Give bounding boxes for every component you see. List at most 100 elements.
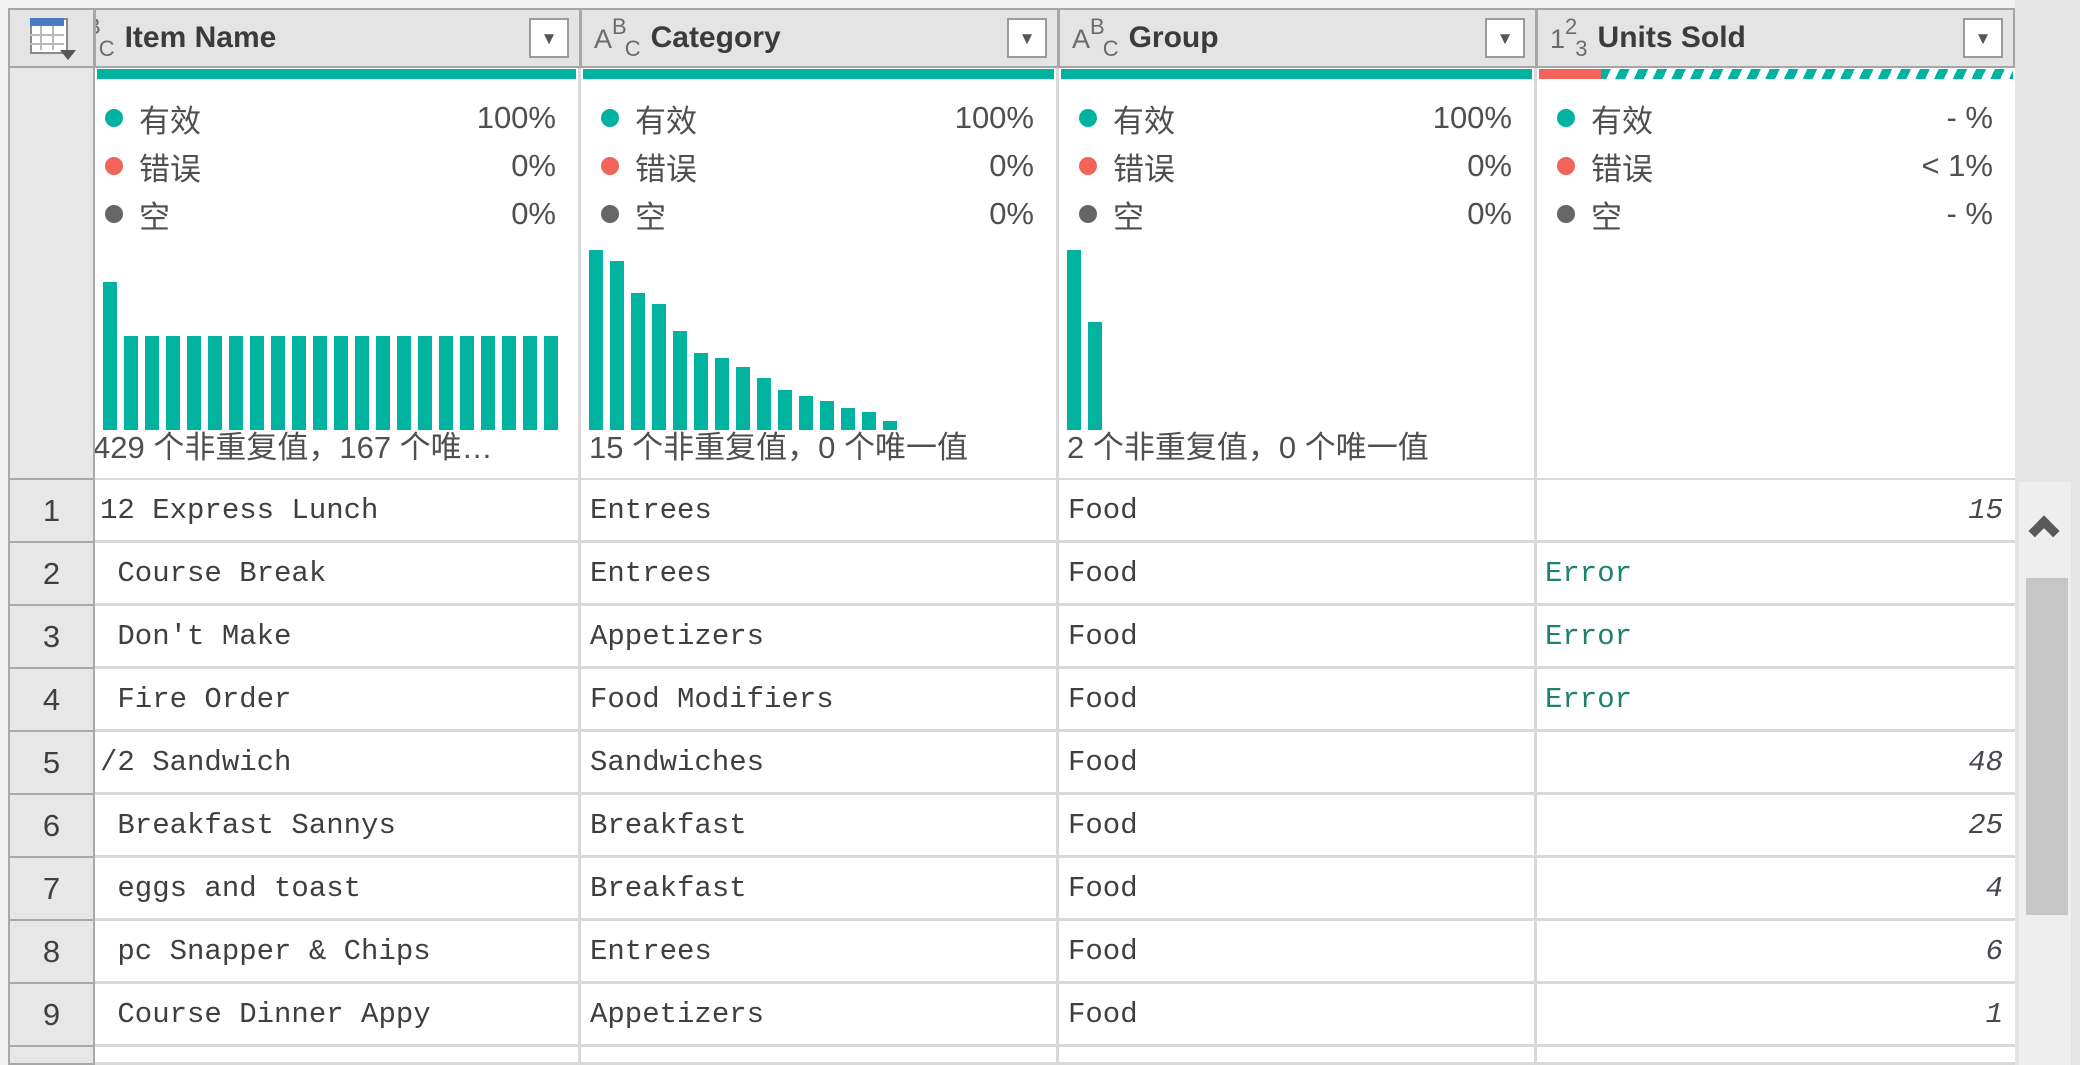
cell-category[interactable]: Entrees [581,921,1059,984]
cell-item-name[interactable]: Don't Make [95,606,581,669]
quality-stats: 有效 100% 错误 0% 空 0% [1059,82,1534,238]
error-bullet-icon [105,157,123,175]
row-number[interactable]: 5 [8,732,95,795]
distribution-bar [883,421,897,430]
cell-partial [95,1047,581,1065]
column-profile-category[interactable]: 有效 100% 错误 0% 空 0% 15 个非重复值，0 个唯一值 [581,68,1059,480]
stat-error: 错误 0% [105,142,556,190]
column-profile-units-sold[interactable]: 有效 - % 错误 < 1% 空- % [1537,68,2015,480]
cell-item-name[interactable]: eggs and toast [95,858,581,921]
empty-bullet-icon [1557,205,1575,223]
cell-category[interactable]: Entrees [581,543,1059,606]
column-header-item-name[interactable]: ABC Item Name ▼ [95,8,581,68]
filter-arrow-icon: ▼ [1496,28,1514,48]
cell-category[interactable]: Appetizers [581,606,1059,669]
distribution-bar [502,336,516,430]
empty-bullet-icon [601,205,619,223]
cell-item-name[interactable]: Breakfast Sannys [95,795,581,858]
distribution-bar [334,336,348,430]
cell-units-sold[interactable]: 4 [1537,858,2015,921]
table-menu-button[interactable] [8,8,95,68]
cell-group[interactable]: Food [1059,795,1537,858]
cell-item-name[interactable]: Course Break [95,543,581,606]
quality-stats: 有效 100% 错误 0% 空 0% [95,82,578,238]
filter-dropdown-button[interactable]: ▼ [1963,18,2003,58]
cell-category[interactable]: Entrees [581,480,1059,543]
cell-group[interactable]: Food [1059,732,1537,795]
column-profile-item-name[interactable]: 有效 100% 错误 0% 空 0% 429 个非重复值，167 个唯… [95,68,581,480]
column-header-group[interactable]: ABC Group ▼ [1059,8,1537,68]
row-number[interactable]: 6 [8,795,95,858]
stat-error: 错误 < 1% [1557,142,1993,190]
column-profile-group[interactable]: 有效 100% 错误 0% 空 0% 2 个非重复值，0 个唯一值 [1059,68,1537,480]
filter-dropdown-button[interactable]: ▼ [529,18,569,58]
distribution-bar [460,336,474,430]
cell-units-sold[interactable]: 1 [1537,984,2015,1047]
cell-item-name[interactable]: Fire Order [95,669,581,732]
text-type-icon: ABC [96,14,115,61]
cell-item-name[interactable]: Course Dinner Appy [95,984,581,1047]
cell-item-name[interactable]: pc Snapper & Chips [95,921,581,984]
column-title: Units Sold [1597,21,1746,54]
cell-group[interactable]: Food [1059,921,1537,984]
quality-stats: 有效 100% 错误 0% 空 0% [581,82,1056,238]
cell-units-sold[interactable]: Error [1537,606,2015,669]
cell-category[interactable]: Appetizers [581,984,1059,1047]
cell-group[interactable]: Food [1059,606,1537,669]
distribution-bar [544,336,558,430]
cell-category[interactable]: Sandwiches [581,732,1059,795]
cell-units-sold[interactable]: Error [1537,669,2015,732]
stat-empty: 空- % [1557,190,1993,238]
table-icon [29,18,76,60]
distribution-bar [841,408,855,430]
cell-category[interactable]: Breakfast [581,795,1059,858]
cell-item-name[interactable]: /2 Sandwich [95,732,581,795]
cell-units-sold[interactable]: 25 [1537,795,2015,858]
text-type-icon: ABC [594,14,641,61]
row-number[interactable]: 2 [8,543,95,606]
stat-error: 错误 0% [601,142,1034,190]
scroll-up-button[interactable] [2028,512,2061,547]
filter-dropdown-button[interactable]: ▼ [1007,18,1047,58]
scrollbar-thumb[interactable] [2026,578,2068,915]
cell-group[interactable]: Food [1059,480,1537,543]
distribution-bar [820,401,834,430]
value-distribution-chart[interactable] [1059,238,1534,430]
cell-units-sold[interactable]: 15 [1537,480,2015,543]
vertical-scrollbar [2015,0,2080,1065]
row-number[interactable]: 9 [8,984,95,1047]
cell-units-sold[interactable]: 6 [1537,921,2015,984]
error-bullet-icon [601,157,619,175]
distinct-count-text: 15 个非重复值，0 个唯一值 [589,430,968,465]
row-number[interactable]: 4 [8,669,95,732]
row-number[interactable]: 8 [8,921,95,984]
stat-empty: 空 0% [1079,190,1512,238]
value-distribution-chart[interactable] [95,238,578,430]
cell-partial [1537,1047,2015,1065]
column-header-category[interactable]: ABC Category ▼ [581,8,1059,68]
column-quality-bar-with-errors [1537,68,2015,82]
cell-category[interactable]: Breakfast [581,858,1059,921]
value-distribution-chart[interactable] [581,238,1056,430]
filter-dropdown-button[interactable]: ▼ [1485,18,1525,58]
cell-units-sold[interactable]: 48 [1537,732,2015,795]
cell-group[interactable]: Food [1059,543,1537,606]
cell-group[interactable]: Food [1059,984,1537,1047]
cell-units-sold[interactable]: Error [1537,543,2015,606]
cell-group[interactable]: Food [1059,669,1537,732]
cell-group[interactable]: Food [1059,858,1537,921]
table-menu-dropdown-icon [59,50,76,60]
cell-item-name[interactable]: 12 Express Lunch [95,480,581,543]
stat-empty: 空 0% [105,190,556,238]
row-number[interactable]: 7 [8,858,95,921]
distribution-bar [1088,322,1102,430]
scrollbar-track[interactable] [2019,482,2071,1065]
column-quality-bar [1059,68,1534,82]
distribution-bar [208,336,222,430]
row-number[interactable]: 1 [8,480,95,543]
row-number[interactable]: 3 [8,606,95,669]
row-number-partial [8,1047,95,1065]
column-header-units-sold[interactable]: 123 Units Sold ▼ [1537,8,2015,68]
distinct-count-text [1537,430,2015,474]
cell-category[interactable]: Food Modifiers [581,669,1059,732]
